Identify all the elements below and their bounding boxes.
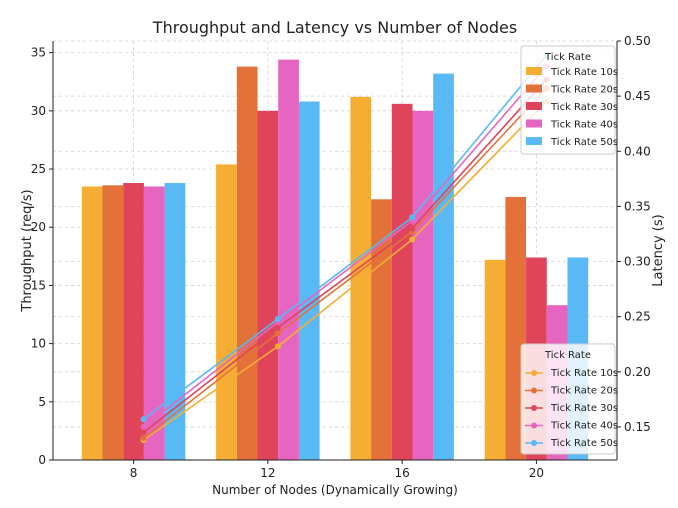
line-tick-rate-20s bbox=[143, 87, 548, 439]
line-legend-marker bbox=[531, 422, 537, 429]
left-tick-label: 35 bbox=[31, 46, 46, 60]
chart-title: Throughput and Latency vs Number of Node… bbox=[152, 18, 517, 37]
x-axis-label: Number of Nodes (Dynamically Growing) bbox=[212, 483, 458, 497]
left-tick-label: 20 bbox=[31, 220, 46, 234]
point-tick-rate-50s-16 bbox=[409, 214, 416, 221]
right-tick-label: 0.20 bbox=[624, 365, 651, 379]
bar-tick-rate-50s-12 bbox=[298, 101, 320, 461]
right-tick-label: 0.25 bbox=[624, 310, 651, 324]
line-legend-marker bbox=[531, 405, 537, 411]
line-legend-marker bbox=[531, 440, 537, 446]
bar-tick-rate-10s-20 bbox=[484, 259, 506, 460]
point-tick-rate-20s-12 bbox=[274, 330, 281, 337]
bar-tick-rate-40s-16 bbox=[412, 110, 434, 460]
right-tick-label: 0.30 bbox=[624, 255, 651, 269]
bar-tick-rate-20s-12 bbox=[236, 66, 258, 460]
bar-legend-label: Tick Rate 20s bbox=[550, 85, 618, 96]
point-tick-rate-30s-16 bbox=[409, 225, 416, 232]
left-tick-label: 30 bbox=[31, 104, 46, 118]
right-tick-label: 0.50 bbox=[624, 34, 651, 48]
point-tick-rate-10s-12 bbox=[274, 343, 281, 350]
bar-tick-rate-20s-16 bbox=[371, 199, 392, 461]
bar-tick-rate-50s-8 bbox=[164, 182, 186, 460]
bar-tick-rate-10s-12 bbox=[216, 164, 237, 460]
x-tick-label: 8 bbox=[130, 466, 138, 480]
bar-legend-swatch bbox=[526, 67, 542, 75]
left-tick-label: 25 bbox=[31, 162, 46, 176]
right-axis-label: Latency (s) bbox=[651, 214, 666, 286]
line-legend-label: Tick Rate 20s bbox=[550, 386, 618, 397]
bar-legend-label: Tick Rate 40s bbox=[550, 120, 618, 131]
bar-legend-box bbox=[520, 45, 616, 155]
x-tick-label: 16 bbox=[395, 466, 410, 480]
bar-tick-rate-20s-8 bbox=[102, 185, 124, 461]
left-tick-label: 0 bbox=[38, 453, 46, 467]
line-legend-label: Tick Rate 10s bbox=[550, 368, 618, 379]
point-tick-rate-30s-12 bbox=[274, 324, 281, 331]
bar-legend-label: Tick Rate 30s bbox=[550, 102, 618, 113]
line-tick-rate-50s bbox=[143, 54, 548, 420]
bar-legend-title: Tick Rate bbox=[544, 52, 591, 63]
bar-tick-rate-30s-8 bbox=[123, 182, 144, 460]
point-tick-rate-40s-8 bbox=[140, 423, 147, 430]
bar-tick-rate-40s-8 bbox=[143, 186, 165, 460]
left-tick-label: 15 bbox=[31, 278, 46, 292]
point-tick-rate-50s-8 bbox=[140, 416, 147, 423]
line-legend-label: Tick Rate 40s bbox=[550, 421, 618, 432]
left-tick-label: 10 bbox=[31, 337, 46, 351]
bar-legend-swatch bbox=[526, 119, 542, 128]
point-tick-rate-20s-8 bbox=[140, 434, 147, 441]
line-legend-label: Tick Rate 50s bbox=[550, 438, 618, 449]
point-tick-rate-30s-8 bbox=[140, 429, 147, 436]
right-tick-label: 0.40 bbox=[624, 144, 651, 158]
right-tick-label: 0.15 bbox=[624, 420, 651, 434]
point-tick-rate-50s-12 bbox=[274, 315, 281, 322]
bar-tick-rate-40s-12 bbox=[278, 59, 299, 460]
line-legend-marker bbox=[531, 370, 537, 376]
left-axis-label: Throughput (req/s) bbox=[20, 189, 35, 312]
bar-tick-rate-30s-16 bbox=[391, 103, 413, 460]
bar-legend-swatch bbox=[526, 102, 542, 110]
bar-legend-swatch bbox=[526, 137, 542, 145]
line-legend-label: Tick Rate 30s bbox=[550, 403, 618, 414]
right-tick-label: 0.35 bbox=[624, 199, 651, 213]
line-legend-title: Tick Rate bbox=[544, 350, 591, 361]
bar-legend-label: Tick Rate 50s bbox=[550, 137, 618, 148]
line-legend-box bbox=[520, 343, 616, 455]
x-tick-label: 20 bbox=[529, 466, 544, 480]
bar-tick-rate-50s-16 bbox=[433, 73, 454, 460]
bar-tick-rate-10s-16 bbox=[350, 96, 372, 460]
right-tick-label: 0.45 bbox=[624, 89, 651, 103]
bar-legend-swatch bbox=[526, 84, 542, 93]
bar-tick-rate-30s-12 bbox=[257, 110, 279, 460]
line-tick-rate-40s bbox=[143, 65, 548, 428]
bar-legend-label: Tick Rate 10s bbox=[550, 67, 618, 78]
left-tick-label: 5 bbox=[38, 395, 46, 409]
line-legend-marker bbox=[531, 387, 537, 394]
line-tick-rate-10s bbox=[143, 101, 548, 441]
point-tick-rate-10s-16 bbox=[409, 236, 416, 243]
line-tick-rate-30s bbox=[143, 79, 548, 434]
x-tick-label: 12 bbox=[260, 466, 275, 480]
bar-tick-rate-10s-8 bbox=[81, 186, 103, 460]
